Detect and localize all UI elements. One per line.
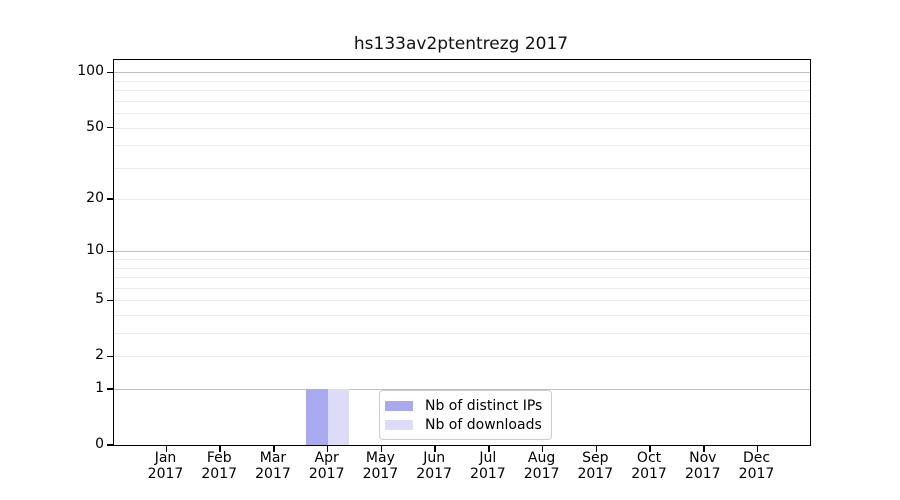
x-tick-mark <box>434 446 436 452</box>
gridline-minor <box>114 356 810 358</box>
y-tick-mark <box>107 71 113 74</box>
gridline-major <box>114 72 810 74</box>
gridline-minor <box>114 300 810 302</box>
y-tick-label: 100 <box>77 63 104 80</box>
y-tick-mark <box>107 299 113 302</box>
bar-downloads <box>327 389 350 445</box>
gridline-minor <box>114 267 810 269</box>
legend-label-downloads: Nb of downloads <box>425 416 542 433</box>
gridline-minor <box>114 333 810 335</box>
gridline-major <box>114 251 810 253</box>
legend: Nb of distinct IPs Nb of downloads <box>379 390 553 440</box>
x-tick-mark <box>273 446 275 452</box>
y-tick-mark <box>107 444 113 446</box>
chart-title: hs133av2ptentrezg 2017 <box>353 34 569 54</box>
x-tick-label: May 2017 <box>362 450 399 482</box>
legend-item-distinct-ips: Nb of distinct IPs <box>385 396 542 415</box>
y-tick-label: 0 <box>95 436 104 452</box>
x-tick-mark <box>380 446 383 452</box>
x-tick-mark <box>219 446 221 452</box>
plot-area: Nb of distinct IPs Nb of downloads <box>107 59 811 452</box>
gridline-major <box>114 389 810 391</box>
gridline-minor <box>114 277 810 279</box>
x-tick-mark <box>541 446 544 452</box>
gridline-minor <box>114 259 810 261</box>
legend-swatch-distinct-ips <box>385 400 413 411</box>
x-tick-label: Feb 2017 <box>201 450 238 482</box>
y-tick-label: 20 <box>86 190 104 207</box>
x-tick-label: Sep 2017 <box>577 450 614 482</box>
x-tick-label: Jul 2017 <box>470 450 506 482</box>
gridline-minor <box>114 287 810 289</box>
x-tick-mark <box>595 446 598 452</box>
x-tick-mark <box>649 446 651 452</box>
y-tick-label: 5 <box>95 291 104 308</box>
gridline-minor <box>114 199 810 201</box>
y-tick-label: 10 <box>86 242 104 259</box>
y-tick-mark <box>107 355 113 358</box>
y-tick-mark <box>107 250 113 253</box>
gridline-minor <box>114 145 810 147</box>
x-tick-label: Nov 2017 <box>684 450 721 482</box>
x-tick-mark <box>703 446 705 452</box>
gridline-minor <box>114 127 810 129</box>
x-tick-label: Dec 2017 <box>738 450 775 482</box>
x-tick-label: Jan 2017 <box>147 450 184 482</box>
gridline-minor <box>114 113 810 115</box>
x-tick-mark <box>488 446 490 452</box>
y-tick-label: 2 <box>95 347 104 364</box>
gridline-minor <box>114 100 810 102</box>
y-tick-label: 50 <box>86 118 104 135</box>
x-tick-mark <box>756 446 759 452</box>
x-tick-label: Apr 2017 <box>308 450 345 482</box>
x-tick-label: Mar 2017 <box>255 450 291 482</box>
gridline-minor <box>114 90 810 92</box>
legend-swatch-downloads <box>385 419 413 430</box>
gridline-minor <box>114 167 810 169</box>
y-tick-mark <box>107 198 113 200</box>
x-tick-mark <box>326 446 329 452</box>
gridline-minor <box>114 315 810 317</box>
y-tick-mark <box>107 126 113 129</box>
x-tick-label: Aug 2017 <box>523 450 560 482</box>
bar-distinct-ips <box>306 389 328 445</box>
y-tick-mark <box>107 388 113 390</box>
y-tick-label: 1 <box>95 380 104 397</box>
x-tick-label: Jun 2017 <box>416 450 452 482</box>
legend-label-distinct-ips: Nb of distinct IPs <box>425 397 543 414</box>
legend-item-downloads: Nb of downloads <box>385 415 542 434</box>
x-tick-label: Oct 2017 <box>631 450 667 482</box>
gridline-minor <box>114 80 810 82</box>
x-tick-mark <box>165 446 168 452</box>
